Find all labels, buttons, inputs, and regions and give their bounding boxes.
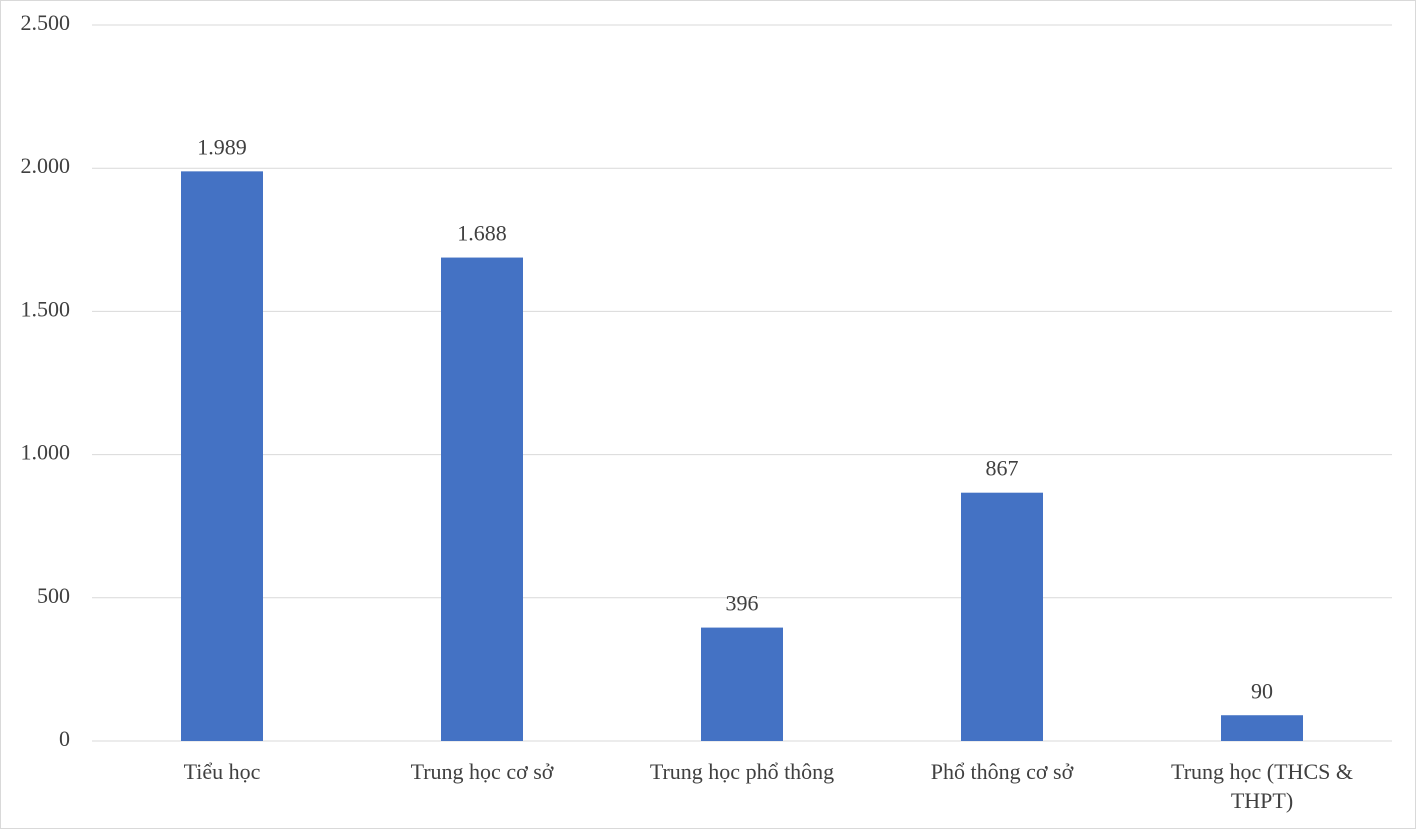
y-tick-label: 2.500 [21,10,71,35]
data-label: 867 [986,456,1019,481]
x-tick-label: Phổ thông cơ sở [930,759,1074,784]
x-tick-label: Trung học (THCS & THPT) [1171,759,1353,813]
bar [181,171,263,741]
data-label: 90 [1251,678,1273,703]
bar [961,492,1043,741]
x-tick-label: Trung học phổ thông [649,759,835,784]
x-tick-label: Tiểu học [183,759,261,784]
x-tick-label: Trung học cơ sở [410,759,554,784]
y-tick-label: 1.000 [21,440,71,465]
data-label: 1.688 [457,221,507,246]
bar [441,257,523,741]
y-tick-label: 2.000 [21,153,71,178]
y-tick-label: 0 [59,726,70,751]
y-tick-label: 500 [37,583,70,608]
bar [1221,715,1303,741]
bar [701,627,783,741]
data-label: 396 [726,591,759,616]
y-tick-label: 1.500 [21,296,71,321]
data-label: 1.989 [197,134,247,159]
